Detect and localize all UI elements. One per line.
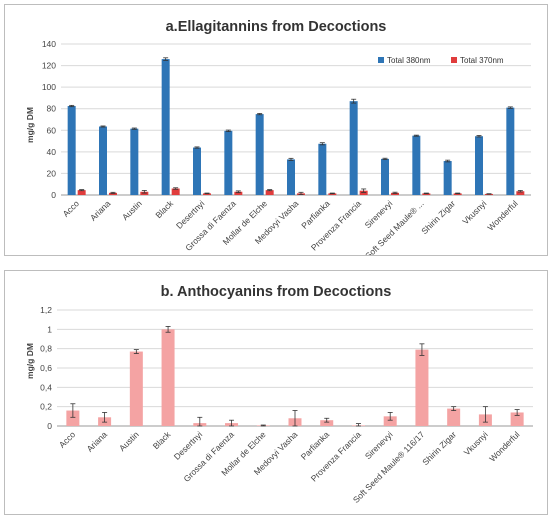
x-tick-label: Parfianka xyxy=(299,198,332,231)
bar xyxy=(161,59,170,195)
legend-label-380nm: Total 380nm xyxy=(387,56,431,65)
bar xyxy=(255,114,264,195)
bar xyxy=(443,161,452,195)
x-tick-label: Sirenevyi xyxy=(363,429,395,461)
y-axis-label: mg/g DM xyxy=(25,107,35,143)
bar xyxy=(171,188,180,195)
x-tick-label: Ariana xyxy=(88,198,113,223)
legend-swatch-370nm xyxy=(451,57,457,63)
anthocyanins-chart-panel: b. Anthocyanins from Decoctions mg/g DM … xyxy=(4,270,548,515)
ellagitannins-chart: a.Ellagitannins from Decoctions mg/g DM … xyxy=(25,19,531,255)
x-tick-label: Wonderful xyxy=(487,429,521,463)
bar xyxy=(349,101,358,195)
y-tick-label: 140 xyxy=(42,39,56,49)
chart-title: b. Anthocyanins from Decoctions xyxy=(161,284,392,300)
y-tick-label: 1,2 xyxy=(40,305,52,315)
y-tick-label: 0,2 xyxy=(40,402,52,412)
bar xyxy=(475,136,483,195)
legend-label-370nm: Total 370nm xyxy=(460,56,504,65)
y-tick-label: 1 xyxy=(47,324,52,334)
x-tick-label: Shirin Zigar xyxy=(420,429,458,467)
bar xyxy=(130,128,139,195)
anthocyanins-chart: b. Anthocyanins from Decoctions mg/g DM … xyxy=(25,284,533,505)
bar xyxy=(265,190,274,195)
bar xyxy=(66,410,80,426)
bar xyxy=(193,147,201,195)
x-tick-label: Parfianka xyxy=(299,429,332,462)
y-tick-label: 0,8 xyxy=(40,344,52,354)
x-tick-label: Black xyxy=(151,429,173,451)
legend-swatch-380nm xyxy=(378,57,384,63)
bar xyxy=(510,412,524,426)
bar xyxy=(161,329,175,426)
x-tick-label: Vkusnyi xyxy=(462,429,490,457)
bar xyxy=(320,420,334,426)
y-tick-label: 0 xyxy=(47,421,52,431)
y-tick-label: 40 xyxy=(47,147,57,157)
y-tick-label: 0,4 xyxy=(40,382,52,392)
bar xyxy=(453,193,462,195)
bar xyxy=(506,107,515,195)
bar xyxy=(415,349,429,426)
bar xyxy=(67,106,76,195)
bar xyxy=(234,191,243,195)
y-tick-label: 100 xyxy=(42,82,56,92)
bar xyxy=(328,193,337,195)
x-tick-label: Shirin Zigar xyxy=(419,198,457,236)
y-tick-label: 0 xyxy=(51,190,56,200)
x-tick-label: Desertnyi xyxy=(174,198,207,231)
bar xyxy=(287,159,295,195)
x-tick-label: Wonderful xyxy=(485,198,519,232)
bar xyxy=(359,190,368,195)
bar xyxy=(447,408,461,426)
x-tick-label: Acco xyxy=(57,429,78,450)
legend: Total 380nm Total 370nm xyxy=(378,56,504,65)
bar xyxy=(381,158,389,195)
bar xyxy=(516,191,525,195)
y-tick-label: 20 xyxy=(47,168,57,178)
x-tick-label: Vkusnyi xyxy=(460,198,488,226)
plot-area: 0 0,2 0,4 0,6 0,8 1 1,2 Acco Ariana Austin Black De… xyxy=(40,305,533,505)
bar xyxy=(383,416,397,426)
y-tick-label: 80 xyxy=(47,104,57,114)
x-tick-label: Acco xyxy=(61,198,82,219)
ellagitannins-chart-panel: a.Ellagitannins from Decoctions mg/g DM … xyxy=(4,4,548,256)
bar xyxy=(109,192,117,195)
y-tick-label: 60 xyxy=(47,125,57,135)
x-tick-label: Ariana xyxy=(85,429,110,454)
y-axis-label: mg/g DM xyxy=(25,343,35,379)
x-tick-label: Black xyxy=(153,198,175,220)
x-tick-label: Desertnyi xyxy=(172,429,205,462)
x-tick-label: Austin xyxy=(120,198,144,222)
chart-title: a.Ellagitannins from Decoctions xyxy=(166,19,387,35)
bar xyxy=(422,193,431,195)
bar xyxy=(391,192,399,195)
bar xyxy=(412,135,421,195)
bar xyxy=(129,351,143,426)
plot-area: 0 20 40 60 80 100 120 140 Acco Ariana Austin BlackD… xyxy=(42,39,531,255)
bar xyxy=(203,193,211,195)
bar xyxy=(99,126,107,195)
bar xyxy=(224,130,233,195)
x-tick-label: Sirenevyi xyxy=(363,198,395,230)
bar xyxy=(318,143,327,195)
x-tick-label: Austin xyxy=(117,429,141,453)
y-tick-label: 0,6 xyxy=(40,363,52,373)
bar xyxy=(77,190,86,195)
y-tick-label: 120 xyxy=(42,61,56,71)
